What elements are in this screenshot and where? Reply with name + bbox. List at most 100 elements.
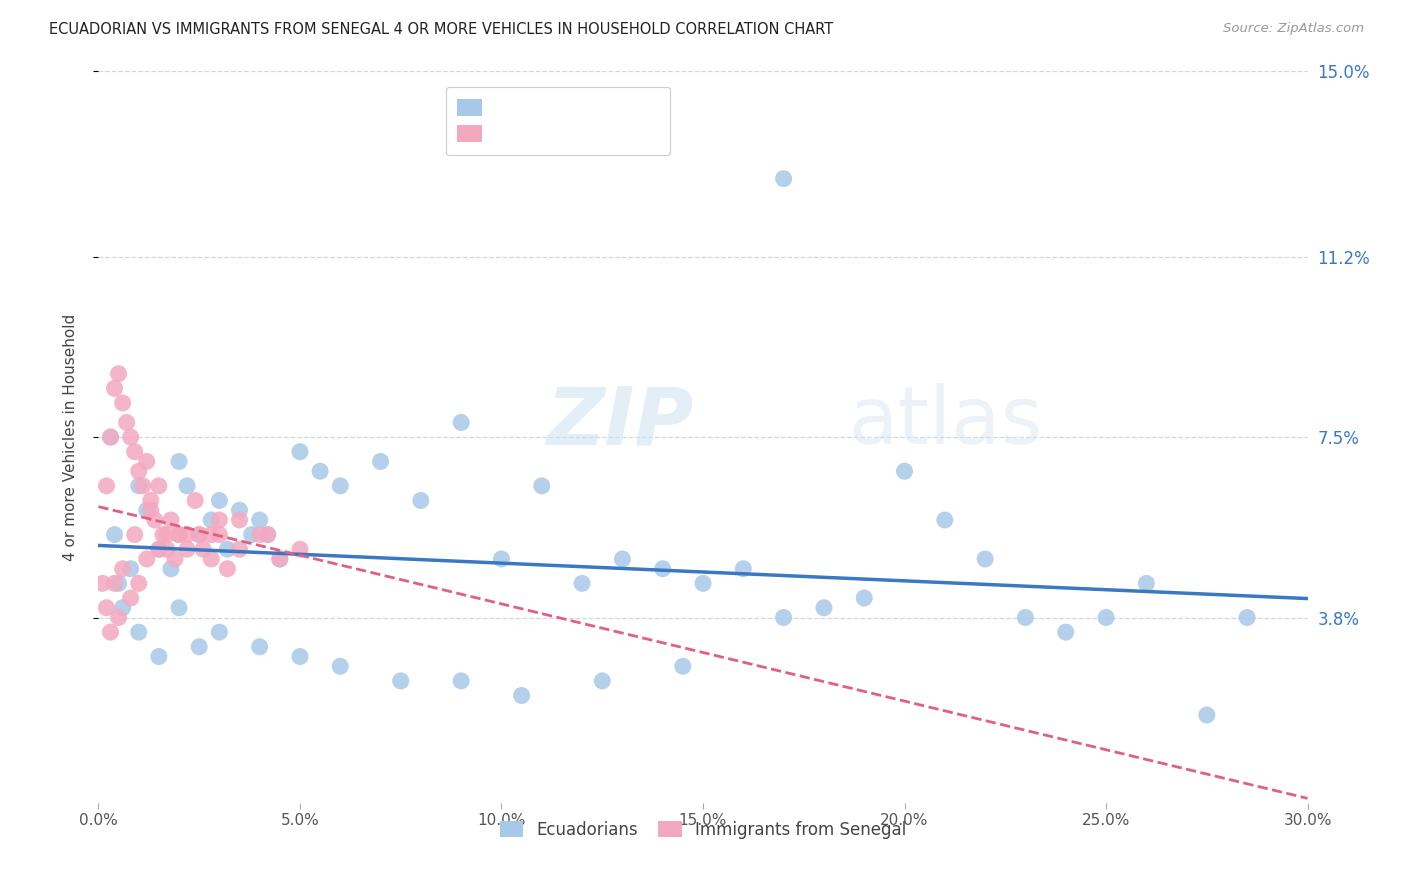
Point	[269, 552, 291, 566]
Point	[208, 625, 231, 640]
Point	[672, 659, 695, 673]
Point	[120, 430, 142, 444]
Point	[176, 542, 198, 557]
Text: ZIP: ZIP	[546, 384, 693, 461]
Point	[309, 464, 332, 478]
Point	[288, 542, 311, 557]
Point	[124, 444, 146, 458]
Point	[188, 527, 211, 541]
Point	[128, 464, 150, 478]
Text: 49: 49	[627, 120, 648, 138]
Point	[107, 610, 129, 624]
Point	[100, 430, 122, 444]
Point	[148, 649, 170, 664]
Point	[1135, 576, 1157, 591]
Point	[249, 513, 271, 527]
Point	[217, 542, 239, 557]
Point	[148, 479, 170, 493]
Point	[96, 600, 118, 615]
Point	[160, 513, 183, 527]
Text: ECUADORIAN VS IMMIGRANTS FROM SENEGAL 4 OR MORE VEHICLES IN HOUSEHOLD CORRELATIO: ECUADORIAN VS IMMIGRANTS FROM SENEGAL 4 …	[49, 22, 834, 37]
Y-axis label: 4 or more Vehicles in Household: 4 or more Vehicles in Household	[63, 313, 77, 561]
Point	[329, 659, 352, 673]
Point	[152, 527, 174, 541]
Point	[128, 576, 150, 591]
Point	[184, 493, 207, 508]
Point	[893, 464, 915, 478]
Point	[571, 576, 593, 591]
Point	[1095, 610, 1118, 624]
Point	[176, 527, 198, 541]
Point	[188, 527, 211, 541]
Point	[288, 444, 311, 458]
Point	[208, 527, 231, 541]
Point	[156, 542, 179, 557]
Point	[91, 576, 114, 591]
Point	[510, 689, 533, 703]
Point	[200, 513, 222, 527]
Point	[269, 552, 291, 566]
Point	[249, 527, 271, 541]
Point	[128, 625, 150, 640]
Point	[139, 493, 162, 508]
Point	[692, 576, 714, 591]
Point	[409, 493, 432, 508]
Point	[200, 552, 222, 566]
Point	[329, 479, 352, 493]
Point	[111, 562, 134, 576]
Text: R =: R =	[488, 96, 523, 115]
Point	[100, 430, 122, 444]
Point	[200, 527, 222, 541]
Point	[389, 673, 412, 688]
Point	[120, 591, 142, 605]
Point	[135, 552, 157, 566]
Point	[167, 527, 190, 541]
Text: Source: ZipAtlas.com: Source: ZipAtlas.com	[1223, 22, 1364, 36]
Point	[100, 625, 122, 640]
Point	[111, 396, 134, 410]
Text: 0.059: 0.059	[540, 120, 586, 138]
Point	[1195, 708, 1218, 723]
Point	[228, 503, 250, 517]
Point	[128, 479, 150, 493]
Point	[124, 527, 146, 541]
Point	[103, 527, 125, 541]
Point	[288, 649, 311, 664]
Point	[240, 527, 263, 541]
Point	[107, 576, 129, 591]
Text: N =: N =	[576, 120, 628, 138]
Point	[208, 493, 231, 508]
Point	[143, 513, 166, 527]
Point	[530, 479, 553, 493]
Point	[249, 640, 271, 654]
Point	[370, 454, 392, 468]
Point	[934, 513, 956, 527]
Point	[450, 673, 472, 688]
Point	[148, 542, 170, 557]
Point	[148, 542, 170, 557]
Point	[228, 542, 250, 557]
Text: N =: N =	[576, 96, 628, 115]
Point	[103, 576, 125, 591]
Point	[139, 503, 162, 517]
Point	[974, 552, 997, 566]
Point	[228, 513, 250, 527]
Point	[813, 600, 835, 615]
Point	[193, 542, 215, 557]
Point	[176, 479, 198, 493]
Point	[651, 562, 673, 576]
Text: R =: R =	[488, 120, 523, 138]
Text: atlas: atlas	[848, 384, 1042, 461]
Point	[612, 552, 634, 566]
Point	[111, 600, 134, 615]
Point	[107, 367, 129, 381]
Point	[491, 552, 513, 566]
Point	[256, 527, 278, 541]
Point	[132, 479, 155, 493]
Point	[135, 454, 157, 468]
Legend: Ecuadorians, Immigrants from Senegal: Ecuadorians, Immigrants from Senegal	[494, 814, 912, 846]
Point	[217, 562, 239, 576]
Point	[1236, 610, 1258, 624]
Point	[120, 562, 142, 576]
Point	[591, 673, 613, 688]
